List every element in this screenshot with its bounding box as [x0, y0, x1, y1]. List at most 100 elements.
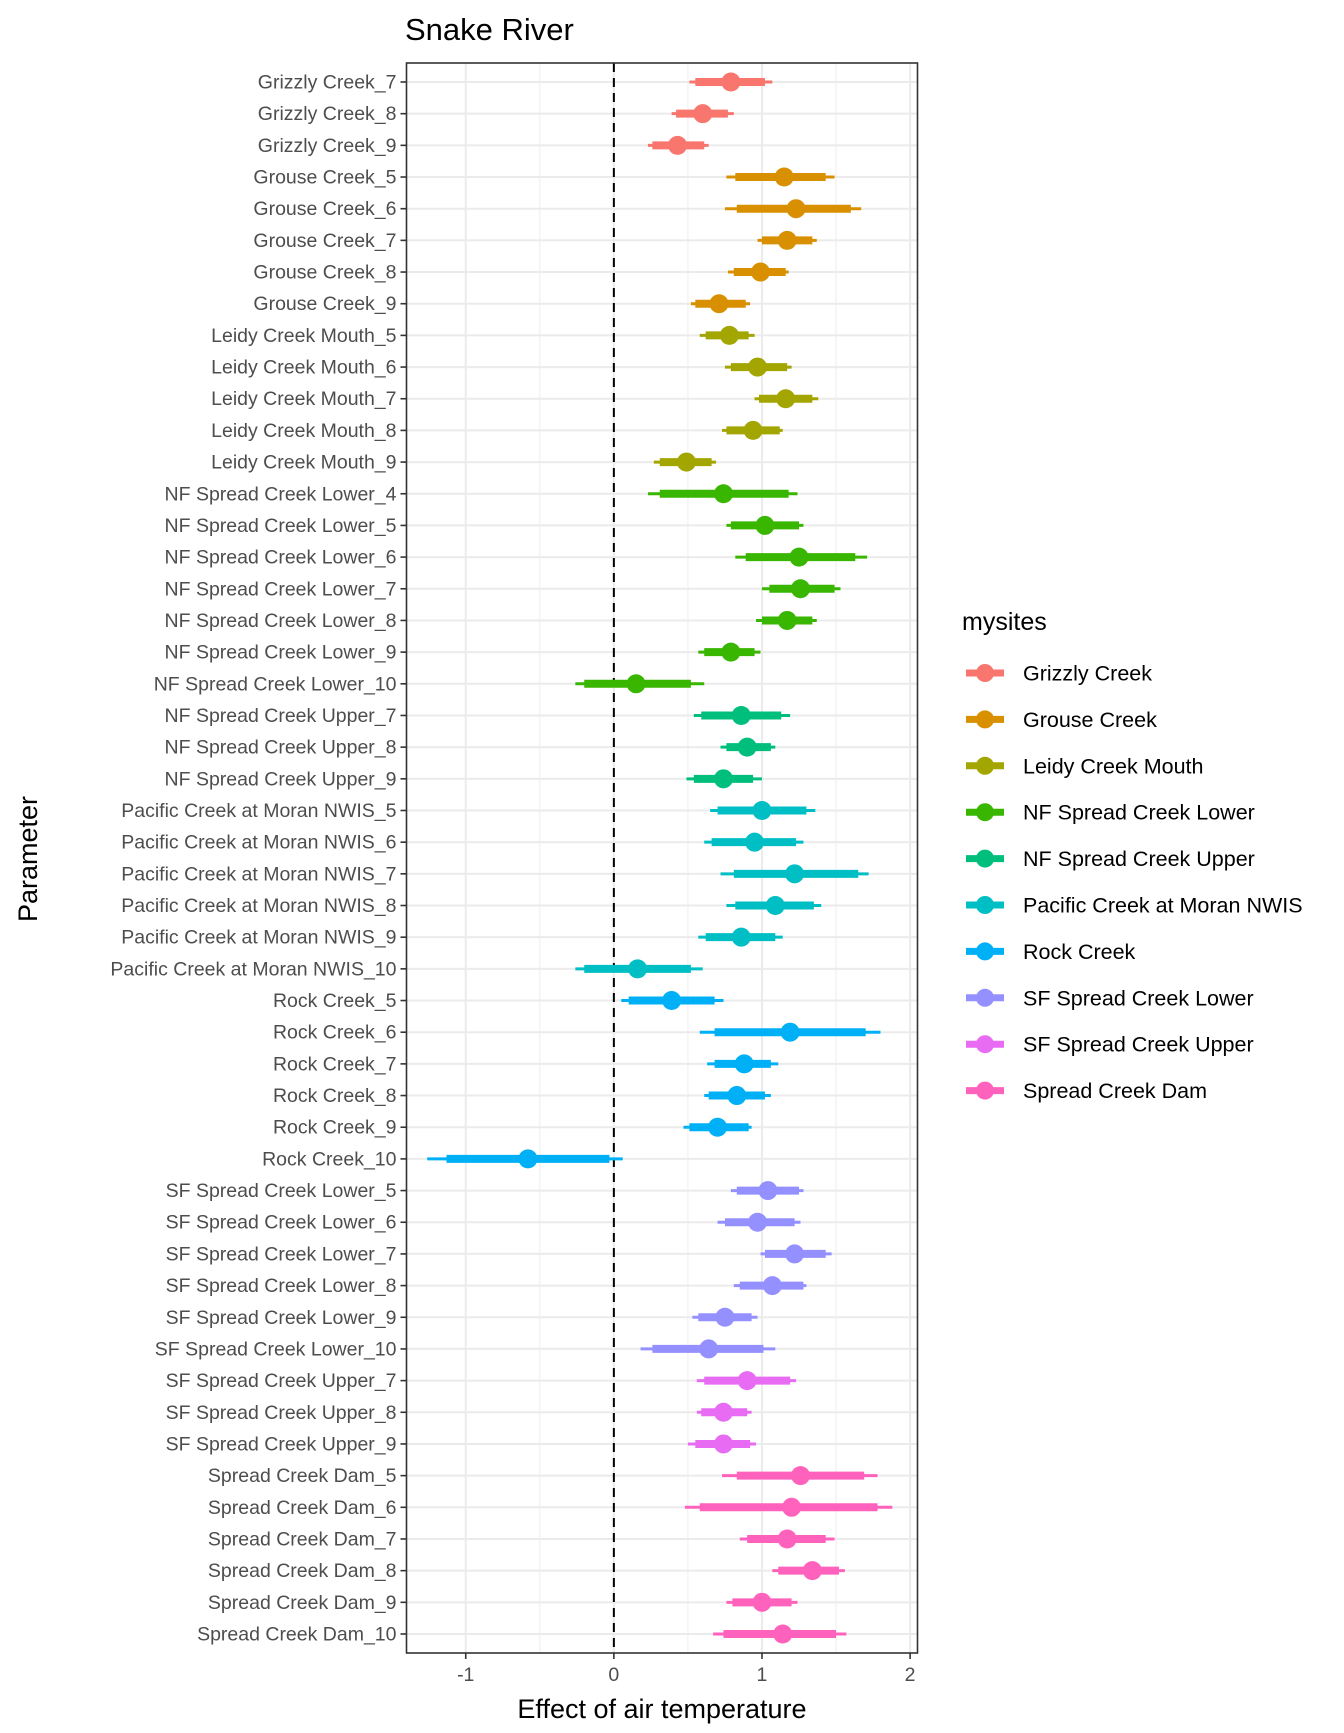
y-tick-label: SF Spread Creek Lower_8 [166, 1275, 397, 1297]
y-tick-label: SF Spread Creek Upper_9 [166, 1433, 397, 1455]
legend-label: Leidy Creek Mouth [1023, 754, 1203, 778]
y-tick-label: NF Spread Creek Lower_9 [165, 642, 397, 664]
point-estimate [713, 1402, 733, 1422]
point-estimate [699, 1339, 719, 1359]
y-tick-label: Pacific Creek at Moran NWIS_7 [121, 863, 396, 885]
y-tick-label: Spread Creek Dam_7 [208, 1528, 397, 1550]
point-estimate [715, 1307, 735, 1327]
x-axis-title: Effect of air temperature [517, 1694, 806, 1724]
y-tick-label: SF Spread Creek Upper_8 [166, 1402, 397, 1424]
y-tick-label: NF Spread Creek Upper_7 [165, 705, 397, 727]
point-estimate [755, 515, 775, 535]
y-axis-title: Parameter [13, 796, 43, 922]
point-estimate [785, 864, 805, 884]
legend-key-point [976, 1035, 994, 1054]
point-estimate [785, 1244, 805, 1264]
legend-label: SF Spread Creek Lower [1023, 986, 1254, 1010]
point-estimate [693, 104, 713, 124]
y-tick-label: NF Spread Creek Lower_5 [165, 515, 397, 537]
y-tick-label: Leidy Creek Mouth_6 [211, 357, 396, 379]
point-estimate [713, 1434, 733, 1454]
point-estimate [752, 800, 772, 820]
y-tick-label: Leidy Creek Mouth_7 [211, 388, 396, 410]
legend-label: SF Spread Creek Upper [1023, 1033, 1254, 1057]
y-tick-label: Grouse Creek_5 [253, 167, 396, 189]
x-tick-label: 1 [757, 1664, 768, 1686]
point-estimate [750, 262, 770, 282]
y-tick-label: Spread Creek Dam_5 [208, 1465, 397, 1487]
point-estimate [668, 135, 688, 155]
legend-key-point [976, 756, 994, 775]
legend-key-point [976, 1081, 994, 1100]
y-tick-label: NF Spread Creek Lower_8 [165, 610, 397, 632]
point-estimate [777, 1529, 797, 1549]
y-tick-label: SF Spread Creek Lower_9 [166, 1307, 397, 1329]
y-tick-label: Grizzly Creek_9 [258, 135, 397, 157]
point-estimate [745, 832, 765, 852]
y-tick-label: Pacific Creek at Moran NWIS_6 [121, 832, 396, 854]
point-estimate [713, 484, 733, 504]
panel-border [405, 62, 919, 1654]
point-estimate [518, 1149, 538, 1169]
point-estimate [789, 547, 809, 567]
y-tick-label: Leidy Creek Mouth_5 [211, 325, 397, 347]
point-estimate [786, 199, 806, 219]
y-tick-label: Leidy Creek Mouth_8 [211, 420, 396, 442]
point-estimate [626, 674, 646, 694]
point-estimate [765, 896, 785, 916]
point-estimate [774, 167, 794, 187]
point-estimate [719, 325, 739, 345]
y-tick-label: Pacific Creek at Moran NWIS_8 [121, 895, 396, 917]
x-axis: -1 0 1 2 [457, 1653, 916, 1686]
point-estimate [782, 1497, 802, 1517]
point-estimate [708, 1117, 728, 1137]
point-estimate [762, 1276, 782, 1296]
y-tick-label: NF Spread Creek Upper_9 [165, 768, 397, 790]
y-tick-label: Grouse Creek_9 [253, 293, 396, 315]
y-tick-label: Pacific Creek at Moran NWIS_5 [121, 800, 396, 822]
chart-title: Snake River [405, 12, 574, 47]
point-estimate [777, 230, 797, 250]
point-estimate [628, 959, 648, 979]
y-tick-label: Rock Creek_7 [273, 1053, 397, 1075]
legend-key-point [976, 942, 994, 961]
point-estimate [662, 991, 682, 1011]
y-tick-label: Spread Creek Dam_8 [208, 1560, 397, 1582]
point-estimate [777, 610, 797, 630]
point-estimate [721, 642, 741, 662]
grid [406, 63, 918, 1653]
point-estimate [802, 1561, 822, 1581]
y-tick-label: NF Spread Creek Lower_10 [154, 673, 397, 695]
point-estimate [773, 1624, 793, 1644]
point-estimate [737, 737, 757, 757]
y-tick-label: Leidy Creek Mouth_9 [211, 452, 396, 474]
y-tick-label: Pacific Creek at Moran NWIS_10 [110, 958, 396, 980]
point-estimate [709, 294, 729, 314]
point-estimate [727, 1086, 747, 1106]
y-tick-label: Grizzly Creek_7 [258, 72, 397, 94]
y-tick-label: SF Spread Creek Upper_7 [166, 1370, 397, 1392]
y-tick-label: Grouse Creek_7 [253, 230, 396, 252]
point-estimate [713, 769, 733, 789]
y-tick-label: Rock Creek_8 [273, 1085, 397, 1107]
y-tick-label: Pacific Creek at Moran NWIS_9 [121, 927, 396, 949]
y-tick-label: NF Spread Creek Upper_8 [165, 737, 397, 759]
point-estimate [748, 357, 768, 377]
y-tick-label: Rock Creek_9 [273, 1117, 397, 1139]
legend-label: Grizzly Creek [1023, 662, 1152, 686]
legend-key-point [976, 896, 994, 914]
point-estimate [743, 420, 763, 440]
y-axis: Grizzly Creek_7 Grizzly Creek_8 Grizzly Cr… [110, 72, 407, 1645]
x-tick-label: -1 [457, 1664, 474, 1686]
y-tick-label: Rock Creek_10 [262, 1148, 397, 1170]
y-tick-label: Spread Creek Dam_10 [197, 1623, 397, 1645]
legend-label: Grouse Creek [1023, 708, 1157, 732]
legend: Grizzly Creek Grouse Creek Leidy Creek Mou… [966, 662, 1303, 1103]
legend-key-point [976, 803, 994, 822]
point-estimate [731, 927, 751, 947]
legend-key-point [976, 710, 994, 729]
y-tick-label: Rock Creek_6 [273, 1022, 397, 1044]
y-tick-label: Rock Creek_5 [273, 990, 397, 1012]
point-estimate [790, 579, 810, 599]
